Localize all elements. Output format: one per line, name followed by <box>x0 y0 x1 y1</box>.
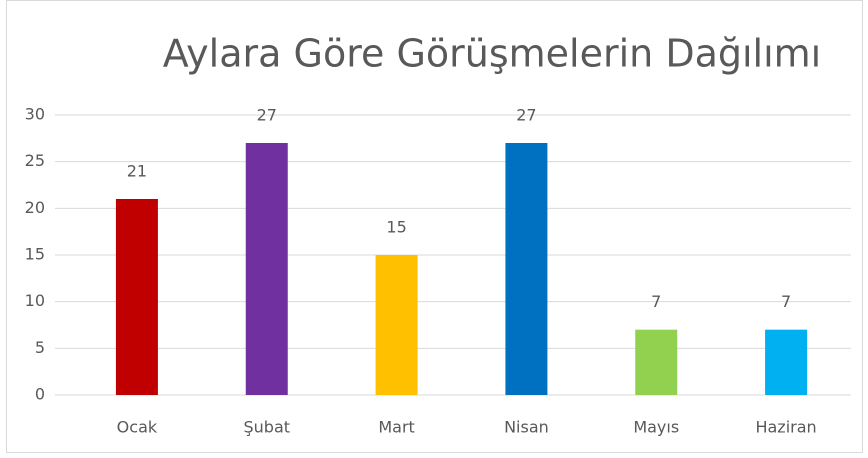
bar <box>115 199 158 395</box>
y-tick-label: 25 <box>25 151 45 170</box>
data-label: 27 <box>516 106 536 125</box>
y-tick-label: 20 <box>25 198 45 217</box>
y-tick-label: 15 <box>25 245 45 264</box>
y-tick-label: 0 <box>35 385 45 404</box>
data-label: 7 <box>651 292 661 311</box>
bar <box>245 143 288 395</box>
y-tick-label: 10 <box>25 291 45 310</box>
y-tick-label: 5 <box>35 338 45 357</box>
bar <box>765 329 808 395</box>
data-label: 27 <box>257 106 277 125</box>
x-tick-label: Şubat <box>243 418 290 437</box>
chart-title: Aylara Göre Görüşmelerin Dağılımı <box>163 32 821 76</box>
x-tick-label: Haziran <box>755 418 816 437</box>
bar <box>635 329 678 395</box>
x-tick-label: Mart <box>378 418 414 437</box>
x-tick-label: Mayıs <box>633 418 679 437</box>
data-label: 21 <box>127 162 147 181</box>
bar <box>505 143 548 395</box>
data-label: 15 <box>386 218 406 237</box>
bar <box>375 255 418 395</box>
x-tick-label: Nisan <box>504 418 549 437</box>
y-tick-label: 30 <box>25 105 45 124</box>
x-tick-label: Ocak <box>117 418 158 437</box>
data-label: 7 <box>781 292 791 311</box>
